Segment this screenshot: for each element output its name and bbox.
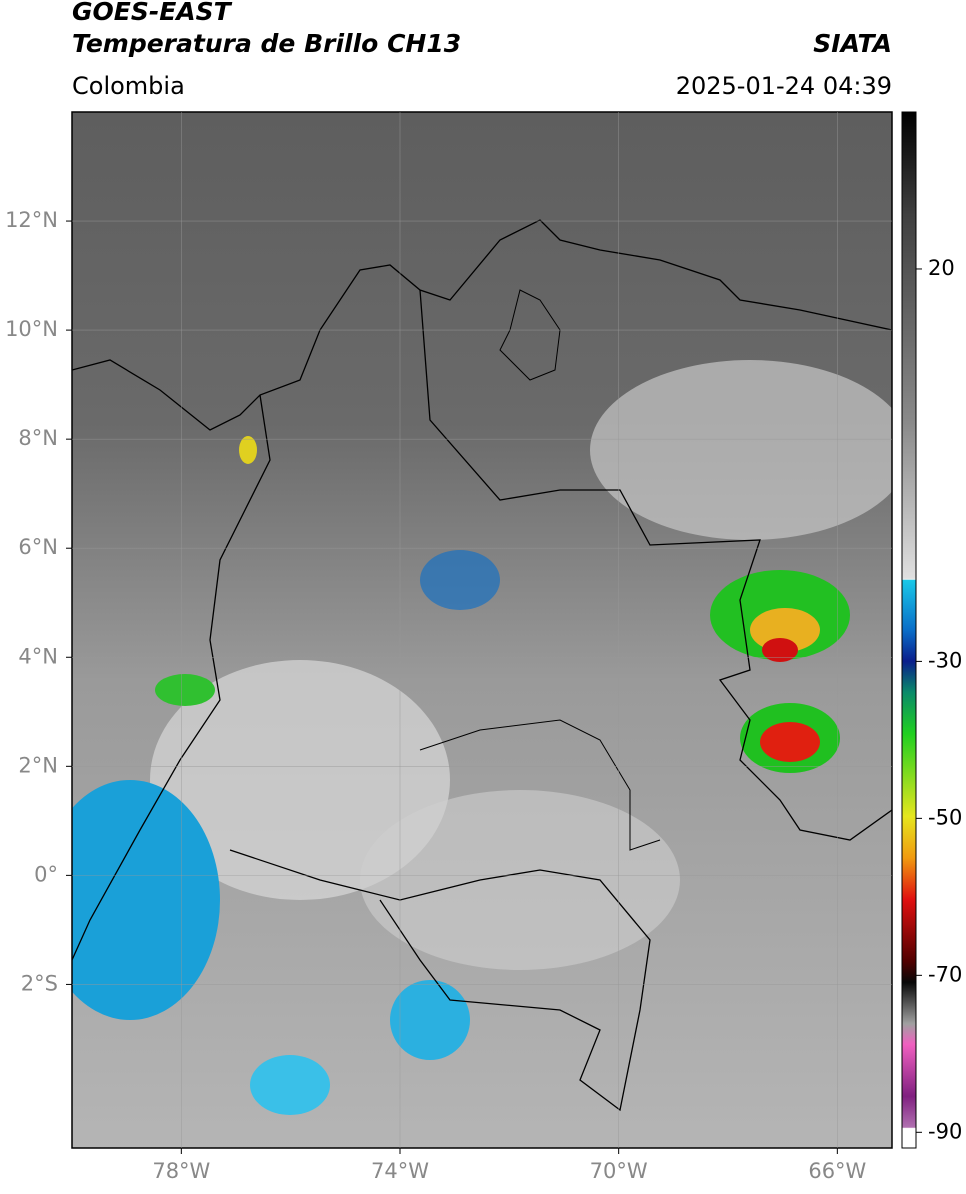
colorbar-tick-label: 20: [928, 256, 955, 280]
y-tick-label: 8°N: [18, 426, 58, 450]
colorbar-tick-label: -70: [928, 962, 962, 986]
map-frame: [71, 111, 893, 1149]
x-tick-label: 74°W: [371, 1159, 429, 1183]
y-tick-label: 12°N: [5, 208, 58, 232]
agency: SIATA: [813, 29, 892, 58]
x-tick-label: 78°W: [152, 1159, 210, 1183]
datetime: 2025-01-24 04:39: [676, 72, 892, 100]
colorbar-tick-label: -90: [928, 1119, 962, 1143]
product: Temperatura de Brillo CH13: [72, 29, 461, 58]
colorbar: [901, 111, 917, 1149]
colorbar-tick-label: -50: [928, 805, 962, 829]
x-tick-label: 66°W: [808, 1159, 866, 1183]
x-tick-label: 70°W: [590, 1159, 648, 1183]
y-tick-label: 2°N: [18, 753, 58, 777]
region: Colombia: [72, 72, 185, 100]
y-tick-label: 10°N: [5, 317, 58, 341]
y-tick-label: 6°N: [18, 535, 58, 559]
colorbar-tick-label: -30: [928, 648, 962, 672]
satellite: GOES-EAST: [72, 0, 233, 26]
y-tick-label: 0°: [34, 862, 58, 886]
imagery: [72, 112, 892, 1148]
y-tick-label: 2°S: [21, 971, 58, 995]
y-tick-label: 4°N: [18, 644, 58, 668]
